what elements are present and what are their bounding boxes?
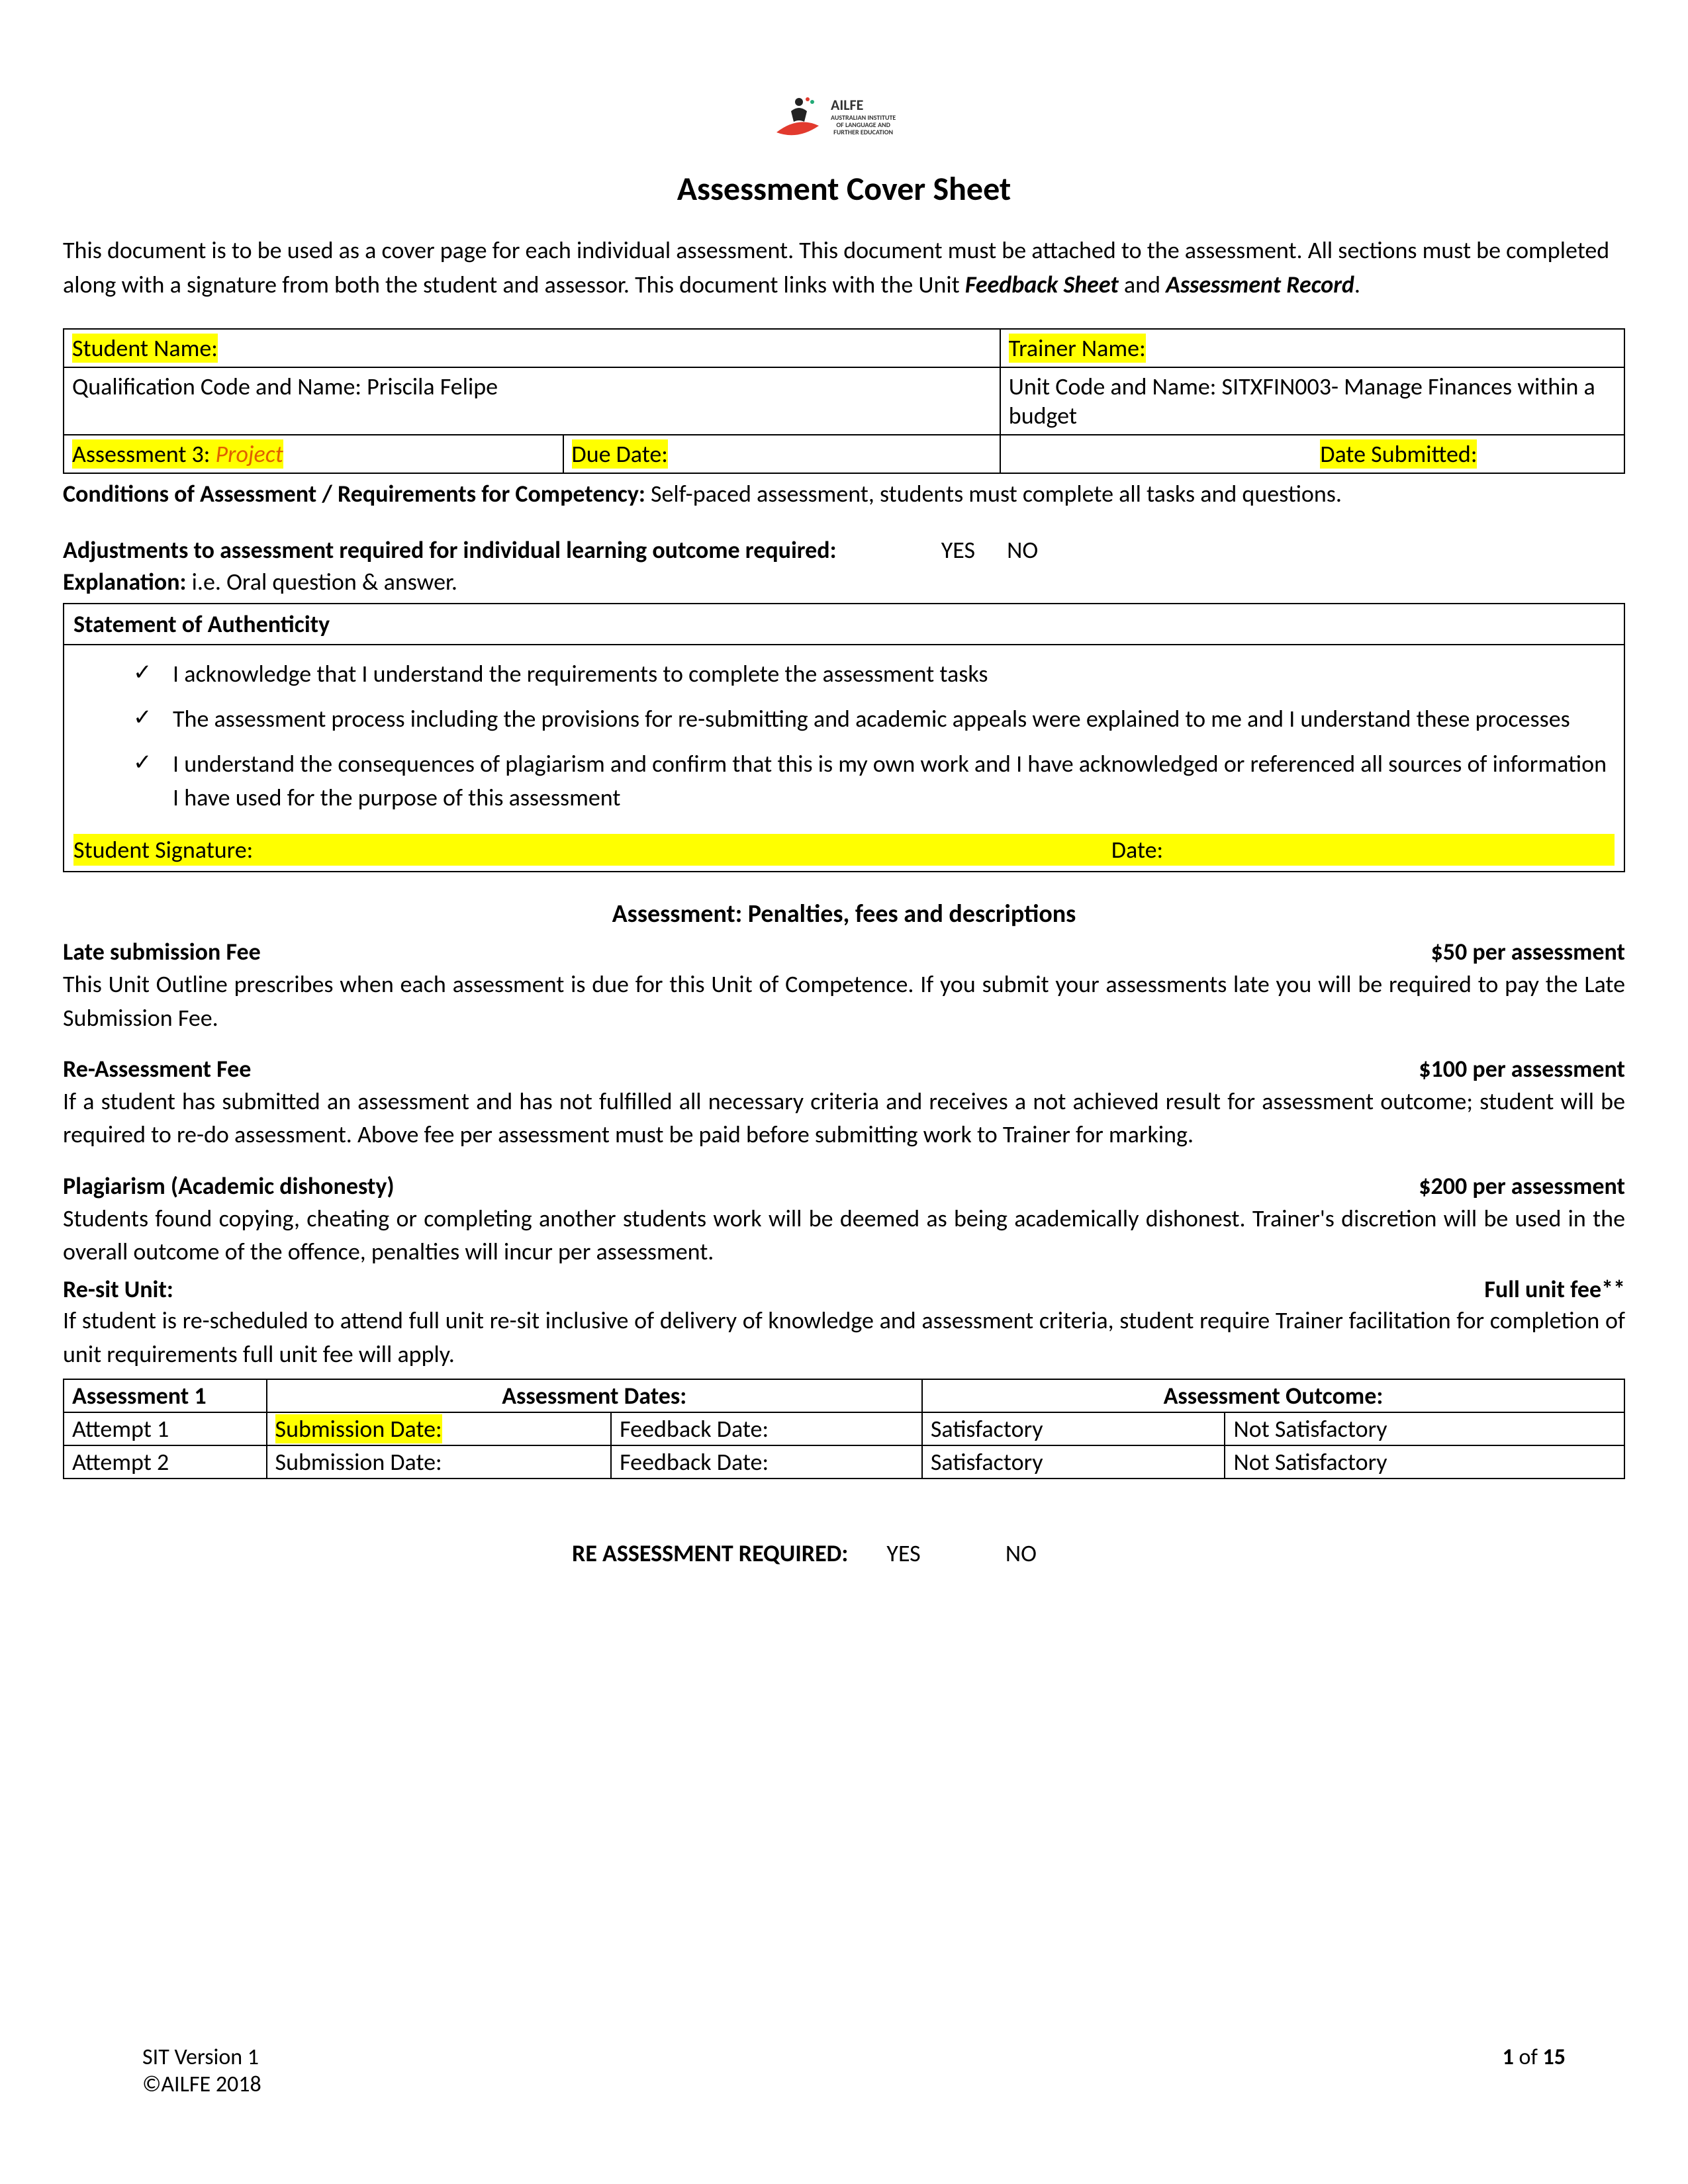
date-submitted-label: Date Submitted:	[1320, 439, 1477, 469]
fee-plagiarism-body: Students found copying, cheating or comp…	[63, 1202, 1625, 1269]
intro-text-b: and	[1119, 270, 1166, 299]
date-submitted-cell[interactable]: Date Submitted:	[1312, 435, 1624, 473]
penalties-heading: Assessment: Penalties, fees and descript…	[63, 899, 1625, 929]
outcome-table: Assessment 1 Assessment Dates: Assessmen…	[63, 1379, 1625, 1479]
logo-mark-icon	[771, 93, 824, 146]
table-row: Attempt 1 Submission Date: Feedback Date…	[64, 1412, 1624, 1445]
fee-reassess-amount: $100 per assessment	[1419, 1054, 1625, 1083]
authenticity-table: Statement of Authenticity I acknowledge …	[63, 603, 1625, 873]
footer-version: SIT Version 1	[142, 2044, 261, 2071]
reassessment-yes[interactable]: YES	[886, 1539, 920, 1568]
authenticity-header: Statement of Authenticity	[64, 604, 1624, 645]
adjustments-row: Adjustments to assessment required for i…	[63, 535, 1625, 565]
trainer-name-cell[interactable]: Trainer Name:	[1000, 329, 1624, 367]
spacer-cell	[1000, 435, 1313, 473]
fee-plagiarism-amount: $200 per assessment	[1419, 1171, 1625, 1201]
conditions-paragraph: Conditions of Assessment / Requirements …	[63, 477, 1625, 511]
attempt-cell: Attempt 1	[64, 1412, 267, 1445]
fee-late-amount: $50 per assessment	[1431, 937, 1625, 966]
intro-text-a: This document is to be used as a cover p…	[63, 236, 1609, 299]
qual-label: Qualification Code and Name:	[72, 372, 367, 401]
student-name-cell[interactable]: Student Name:	[64, 329, 1000, 367]
resit-heading: Re-sit Unit: Full unit fee**	[63, 1275, 1625, 1304]
intro-paragraph: This document is to be used as a cover p…	[63, 233, 1625, 302]
page-current: 1	[1503, 2044, 1514, 2071]
ailfe-logo: AILFE AUSTRALIAN INSTITUTE OF LANGUAGE A…	[771, 93, 917, 152]
authenticity-body: I acknowledge that I understand the requ…	[64, 645, 1624, 872]
page-title: Assessment Cover Sheet	[63, 169, 1625, 209]
outcome-col2: Assessment Dates:	[267, 1379, 922, 1412]
adjustments-label: Adjustments to assessment required for i…	[63, 535, 837, 565]
assessment-cell: Assessment 3: Project	[64, 435, 563, 473]
feedback-date-cell[interactable]: Feedback Date:	[611, 1445, 922, 1479]
unit-cell[interactable]: Unit Code and Name: SITXFIN003- Manage F…	[1000, 367, 1624, 435]
resit-title: Re-sit Unit:	[63, 1275, 173, 1304]
signature-line: Student Signature: Date:	[73, 834, 1615, 866]
authenticity-item: I acknowledge that I understand the requ…	[133, 657, 1615, 690]
reassessment-no[interactable]: NO	[1006, 1539, 1037, 1568]
fee-plagiarism-title: Plagiarism (Academic dishonesty)	[63, 1171, 395, 1201]
student-signature-label[interactable]: Student Signature:	[73, 835, 1106, 864]
qualification-cell[interactable]: Qualification Code and Name: Priscila Fe…	[64, 367, 1000, 435]
intro-text-c: .	[1354, 270, 1360, 299]
table-row: Attempt 2 Submission Date: Feedback Date…	[64, 1445, 1624, 1479]
footer-page-number: 1 of 15	[1503, 2044, 1566, 2098]
explanation-label: Explanation:	[63, 567, 186, 596]
intro-link-feedback: Feedback Sheet	[965, 270, 1119, 299]
outcome-col1: Assessment 1	[64, 1379, 267, 1412]
due-date-label: Due Date:	[572, 439, 668, 469]
fee-reassess-body: If a student has submitted an assessment…	[63, 1085, 1625, 1152]
resit-amount: Full unit fee**	[1484, 1275, 1625, 1304]
fee-plagiarism: Plagiarism (Academic dishonesty) $200 pe…	[63, 1171, 1625, 1269]
logo-acronym: AILFE	[831, 98, 863, 113]
authenticity-item: The assessment process including the pro…	[133, 702, 1615, 735]
adjustments-yes[interactable]: YES	[941, 535, 975, 565]
reassessment-label: RE ASSESSMENT REQUIRED:	[572, 1539, 848, 1568]
submission-date-cell[interactable]: Submission Date:	[267, 1412, 612, 1445]
attempt-cell: Attempt 2	[64, 1445, 267, 1479]
adjustments-options: YES NO	[941, 535, 1065, 565]
intro-link-record: Assessment Record	[1166, 270, 1354, 299]
logo-block: AILFE AUSTRALIAN INSTITUTE OF LANGUAGE A…	[63, 93, 1625, 156]
page-of: of	[1514, 2044, 1543, 2071]
unit-label: Unit Code and Name:	[1009, 372, 1222, 401]
logo-fullname: AUSTRALIAN INSTITUTE OF LANGUAGE AND FUR…	[831, 114, 896, 136]
fee-reassess-title: Re-Assessment Fee	[63, 1054, 251, 1083]
fee-late-body: This Unit Outline prescribes when each a…	[63, 968, 1625, 1034]
assessment-kind: Project	[216, 439, 283, 469]
outcome-col3: Assessment Outcome:	[922, 1379, 1624, 1412]
not-satisfactory-cell[interactable]: Not Satisfactory	[1225, 1412, 1624, 1445]
conditions-label: Conditions of Assessment / Requirements …	[63, 479, 645, 508]
footer-copyright: ©AILFE 2018	[142, 2071, 261, 2098]
authenticity-list: I acknowledge that I understand the requ…	[73, 657, 1615, 815]
due-date-cell[interactable]: Due Date:	[563, 435, 1000, 473]
explanation-text: i.e. Oral question & answer.	[186, 567, 457, 596]
explanation-row: Explanation: i.e. Oral question & answer…	[63, 567, 1625, 596]
satisfactory-cell[interactable]: Satisfactory	[922, 1445, 1225, 1479]
footer-left: SIT Version 1 ©AILFE 2018	[142, 2044, 261, 2098]
trainer-name-label: Trainer Name:	[1009, 334, 1146, 363]
page-footer: SIT Version 1 ©AILFE 2018 1 of 15	[63, 2044, 1625, 2098]
feedback-date-cell[interactable]: Feedback Date:	[611, 1412, 922, 1445]
qual-value: Priscila Felipe	[367, 372, 498, 401]
submission-date-cell[interactable]: Submission Date:	[267, 1445, 612, 1479]
signature-date-label[interactable]: Date:	[1111, 835, 1163, 864]
authenticity-item: I understand the consequences of plagiar…	[133, 747, 1615, 814]
student-name-label: Student Name:	[72, 334, 218, 363]
page-total: 15	[1543, 2044, 1566, 2071]
page: AILFE AUSTRALIAN INSTITUTE OF LANGUAGE A…	[0, 0, 1688, 2184]
fee-reassess: Re-Assessment Fee $100 per assessment If…	[63, 1054, 1625, 1152]
fee-late: Late submission Fee $50 per assessment T…	[63, 937, 1625, 1034]
not-satisfactory-cell[interactable]: Not Satisfactory	[1225, 1445, 1624, 1479]
resit-body: If student is re-scheduled to attend ful…	[63, 1304, 1625, 1371]
conditions-text: Self-paced assessment, students must com…	[645, 479, 1342, 508]
assessment-label: Assessment 3: Project	[72, 439, 283, 469]
satisfactory-cell[interactable]: Satisfactory	[922, 1412, 1225, 1445]
reassessment-row: RE ASSESSMENT REQUIRED: YES NO	[63, 1539, 1625, 1568]
header-form-table: Student Name: Trainer Name: Qualificatio…	[63, 328, 1625, 474]
adjustments-no[interactable]: NO	[1007, 535, 1038, 565]
fee-late-title: Late submission Fee	[63, 937, 261, 966]
